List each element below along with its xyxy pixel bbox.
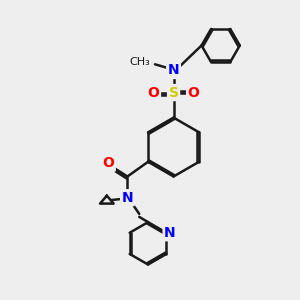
Text: N: N — [168, 64, 179, 77]
Text: CH₃: CH₃ — [129, 57, 150, 67]
Text: S: S — [169, 85, 178, 100]
Text: O: O — [102, 156, 114, 170]
Text: N: N — [164, 226, 176, 240]
Text: O: O — [148, 85, 160, 100]
Text: N: N — [122, 191, 133, 205]
Text: O: O — [188, 85, 200, 100]
